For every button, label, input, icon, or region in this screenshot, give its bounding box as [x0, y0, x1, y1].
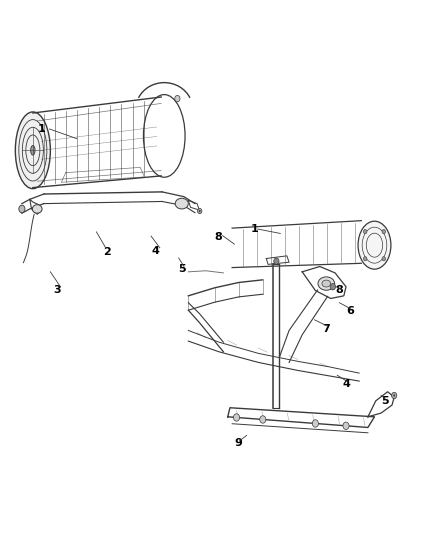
Text: 7: 7 [322, 324, 330, 334]
Ellipse shape [32, 205, 42, 213]
Circle shape [392, 392, 397, 399]
Circle shape [382, 256, 385, 261]
Circle shape [393, 394, 395, 397]
Text: 3: 3 [53, 286, 61, 295]
Text: 8: 8 [214, 232, 222, 241]
Text: 5: 5 [178, 264, 186, 274]
Text: 4: 4 [342, 379, 350, 389]
Text: 5: 5 [381, 396, 389, 406]
Circle shape [199, 210, 201, 212]
Circle shape [19, 205, 25, 213]
Circle shape [274, 258, 279, 264]
Circle shape [233, 414, 240, 421]
Text: 6: 6 [346, 306, 354, 316]
Ellipse shape [15, 112, 50, 189]
Text: 8: 8 [336, 286, 343, 295]
Circle shape [330, 284, 336, 290]
Circle shape [312, 420, 318, 427]
Text: 1: 1 [38, 124, 46, 134]
Ellipse shape [322, 280, 331, 287]
Ellipse shape [358, 221, 391, 269]
Circle shape [382, 230, 385, 234]
Text: 1: 1 [251, 224, 259, 234]
Circle shape [364, 230, 367, 234]
Circle shape [198, 208, 202, 214]
Ellipse shape [318, 277, 335, 290]
Circle shape [364, 256, 367, 261]
Ellipse shape [175, 198, 188, 209]
Circle shape [343, 422, 349, 430]
Circle shape [260, 416, 266, 423]
Text: 9: 9 [235, 439, 243, 448]
Circle shape [175, 95, 180, 102]
Ellipse shape [31, 146, 35, 155]
Text: 2: 2 [103, 247, 111, 257]
Text: 4: 4 [152, 246, 159, 255]
